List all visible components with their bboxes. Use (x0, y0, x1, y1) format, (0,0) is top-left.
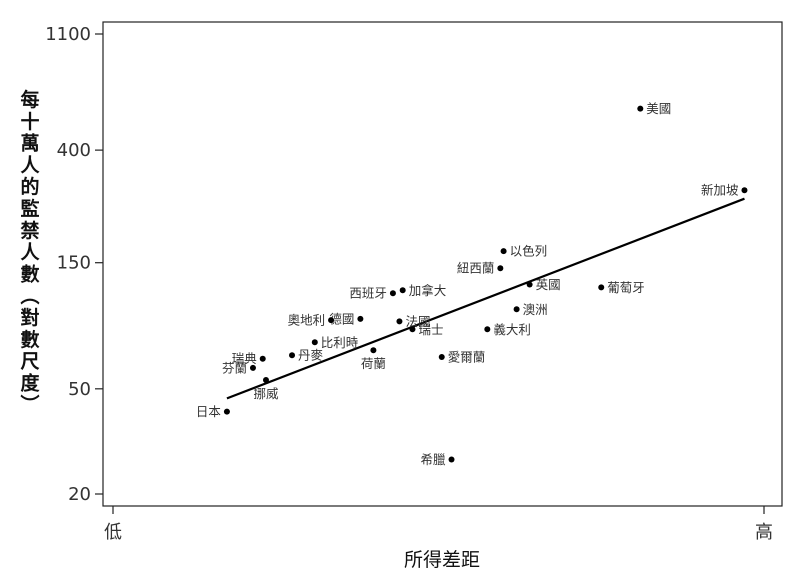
y-title-char: 人 (20, 154, 40, 176)
data-point (389, 290, 396, 297)
y-title-char: 尺 (20, 351, 39, 373)
data-point (438, 353, 445, 360)
y-title-char: 禁 (20, 219, 39, 242)
y-title-char: 每 (20, 88, 39, 111)
point-label: 加拿大 (409, 283, 447, 298)
data-point (223, 408, 230, 415)
y-title-char: 人 (20, 242, 40, 264)
data-point (289, 352, 296, 359)
point-label: 紐西蘭 (457, 261, 495, 276)
data-point (311, 339, 318, 346)
point-label: 比利時 (321, 335, 359, 350)
data-point (249, 364, 256, 371)
point-label: 德國 (329, 311, 354, 326)
point-label: 以色列 (510, 244, 548, 259)
data-point (598, 284, 605, 291)
y-tick-label: 400 (57, 140, 91, 161)
trend-line-group (226, 197, 745, 400)
y-axis: 20 50 150 400 1100 (45, 24, 103, 505)
point-label: 荷蘭 (361, 356, 386, 371)
x-axis: 低高 (104, 506, 773, 543)
point-label: 澳洲 (523, 302, 548, 317)
data-point (448, 456, 455, 463)
y-title-char: 度 (20, 371, 40, 394)
point-label: 瑞士 (418, 322, 443, 337)
point-label: 日本 (196, 404, 222, 419)
point-label: 法國 (405, 314, 430, 329)
point-label: 愛爾蘭 (448, 349, 486, 364)
data-point (262, 376, 269, 383)
point-label: 義大利 (493, 322, 531, 337)
point-label: 奧地利 (288, 313, 326, 328)
y-tick-label: 50 (68, 379, 91, 400)
data-point (637, 105, 644, 112)
x-axis-title: 所得差距 (404, 549, 480, 571)
x-tick-label: 低 (104, 522, 122, 543)
point-label: 丹麥 (298, 348, 324, 363)
point-label: 芬蘭 (222, 360, 247, 375)
data-point (484, 326, 491, 333)
data-point (497, 265, 504, 272)
point-label: 美國 (646, 101, 671, 116)
x-tick-label: 高 (755, 522, 773, 543)
data-point (399, 287, 406, 294)
point-label: 希臘 (421, 452, 447, 467)
point-label: 英國 (536, 277, 561, 292)
data-point (357, 315, 364, 322)
fit-line (226, 197, 745, 400)
y-title-char: 十 (20, 110, 39, 133)
y-title-char: ︶ (20, 393, 39, 416)
y-title-char: 監 (20, 197, 39, 220)
y-title-char: 萬 (20, 133, 39, 155)
data-point (513, 306, 520, 313)
y-title-char: ︵ (20, 285, 39, 307)
data-point (500, 248, 507, 255)
point-label: 新加坡 (701, 183, 739, 198)
point-label: 瑞典 (232, 351, 257, 366)
data-point (409, 326, 416, 333)
data-point (741, 187, 748, 194)
point-label: 挪威 (253, 386, 279, 401)
data-point (370, 347, 377, 354)
y-title-char: 數 (20, 263, 39, 285)
point-label: 葡萄牙 (607, 280, 645, 295)
y-tick-label: 1100 (45, 24, 91, 45)
data-point (328, 317, 335, 324)
data-point (526, 281, 533, 288)
y-tick-label: 150 (57, 253, 91, 274)
y-title-char: 的 (20, 175, 39, 198)
plot-frame (102, 21, 783, 507)
data-point (259, 355, 266, 362)
y-title-char: 對 (20, 307, 39, 329)
y-title-char: 數 (20, 329, 39, 351)
data-point (396, 318, 403, 325)
point-label: 西班牙 (349, 286, 387, 301)
y-tick-label: 20 (68, 484, 91, 505)
